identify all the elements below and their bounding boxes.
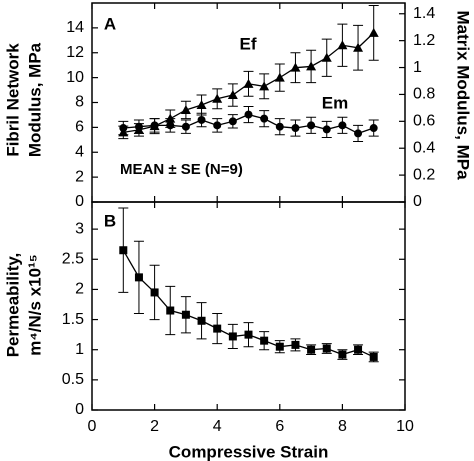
marker <box>354 129 363 138</box>
marker <box>212 93 223 103</box>
marker <box>306 61 317 71</box>
y-tick-label: 0.5 <box>62 371 84 388</box>
y-tick-label: 0 <box>75 193 84 210</box>
y-tick-label: 12 <box>66 44 84 61</box>
x-tick-label: 0 <box>88 418 97 435</box>
x-tick-label: 2 <box>150 418 159 435</box>
marker <box>307 121 316 130</box>
marker <box>166 121 175 130</box>
marker <box>197 316 206 325</box>
marker <box>228 332 237 341</box>
marker <box>368 27 379 37</box>
marker <box>354 345 363 354</box>
y-tick-label: 2.5 <box>62 250 84 267</box>
marker <box>213 121 222 130</box>
y2-tick-label: 0.8 <box>413 86 435 103</box>
marker <box>243 78 254 88</box>
marker <box>338 121 347 130</box>
marker <box>244 330 253 339</box>
marker <box>180 104 191 114</box>
marker <box>290 62 301 72</box>
marker <box>321 52 332 62</box>
y-axis-label: Permeability, <box>3 253 22 358</box>
y2-axis-label: Matrix Modulus, MPa <box>454 10 473 180</box>
x-tick-label: 4 <box>213 418 222 435</box>
annotation: MEAN ± SE (N=9) <box>120 161 243 178</box>
y-tick-label: 1.5 <box>62 311 84 328</box>
y-tick-label: 2 <box>75 168 84 185</box>
y-tick-label: 8 <box>75 94 84 111</box>
y-axis-label: Fibril Network <box>3 43 22 157</box>
series <box>118 106 379 142</box>
marker <box>337 40 348 50</box>
marker <box>369 352 378 361</box>
marker <box>150 121 159 130</box>
marker <box>134 122 143 131</box>
x-axis-label: Compressive Strain <box>169 442 329 461</box>
y-tick-label: 6 <box>75 119 84 136</box>
marker <box>291 124 300 133</box>
marker <box>213 324 222 333</box>
y-tick-label: 1 <box>75 341 84 358</box>
marker <box>274 72 285 82</box>
y-axis-label: m⁴/N/s x10¹⁵ <box>25 254 44 355</box>
y-tick-label: 4 <box>75 143 84 160</box>
marker <box>307 345 316 354</box>
y-tick-label: 2 <box>75 281 84 298</box>
marker <box>275 342 284 351</box>
marker <box>150 288 159 297</box>
marker <box>322 344 331 353</box>
marker <box>134 273 143 282</box>
panel-label: A <box>104 14 116 33</box>
x-tick-label: 6 <box>275 418 284 435</box>
plot-frame <box>91 201 406 411</box>
marker <box>369 124 378 133</box>
series-label: Em <box>322 93 348 112</box>
y2-tick-label: 0.4 <box>413 139 435 156</box>
x-tick-label: 10 <box>396 418 414 435</box>
y-axis-label: Modulus, MPa <box>25 42 44 157</box>
marker <box>353 42 364 52</box>
marker <box>196 99 207 109</box>
marker <box>166 306 175 315</box>
marker <box>259 81 270 91</box>
marker <box>291 340 300 349</box>
marker <box>275 122 284 131</box>
marker <box>227 90 238 100</box>
y2-tick-label: 1.2 <box>413 32 435 49</box>
marker <box>244 110 253 119</box>
marker <box>260 114 269 123</box>
y2-tick-label: 0.6 <box>413 113 435 130</box>
marker <box>181 122 190 131</box>
marker <box>260 336 269 345</box>
marker <box>197 115 206 124</box>
marker <box>322 125 331 134</box>
y2-tick-label: 1.4 <box>413 5 435 22</box>
y-tick-label: 3 <box>75 220 84 237</box>
y-tick-label: 14 <box>66 19 84 36</box>
series <box>118 207 379 363</box>
series-label: Ef <box>240 34 257 53</box>
y2-tick-label: 0 <box>413 193 422 210</box>
y2-tick-label: 1 <box>413 59 422 76</box>
y2-tick-label: 0.2 <box>413 166 435 183</box>
panel-label: B <box>104 211 116 230</box>
x-tick-label: 8 <box>338 418 347 435</box>
marker <box>228 117 237 126</box>
y-tick-label: 10 <box>66 69 84 86</box>
marker <box>119 246 128 255</box>
y-tick-label: 0 <box>75 401 84 418</box>
marker <box>181 310 190 319</box>
marker <box>119 124 128 133</box>
marker <box>338 350 347 359</box>
